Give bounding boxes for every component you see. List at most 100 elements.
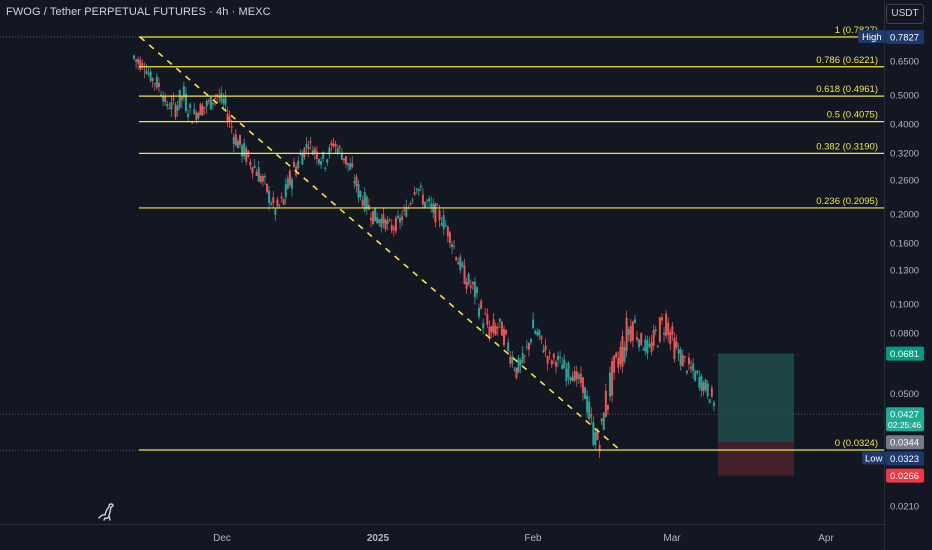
candle-body: [492, 319, 495, 334]
candle-body: [351, 163, 354, 167]
low-price-badge-bg: [886, 451, 924, 466]
candle-body: [334, 144, 337, 147]
candle-body: [665, 313, 668, 336]
entry-price-badge-bg: [886, 435, 924, 450]
candle-body: [505, 329, 508, 335]
candle-body: [681, 354, 684, 367]
candle-body: [293, 161, 296, 168]
time-tick-label: 2025: [367, 533, 390, 544]
fibonacci-retracement[interactable]: 1 (0.7827) 0.786 (0.6221) 0.618 (0.4961) 0.…: [139, 25, 884, 451]
candle-body: [557, 355, 560, 360]
candle-body: [268, 190, 271, 204]
candle-body: [182, 86, 185, 98]
low-price-badge: 0.0323: [890, 454, 919, 465]
candle-body: [216, 94, 219, 96]
candle-body: [430, 203, 433, 207]
candle-body: [174, 104, 177, 118]
trendline[interactable]: [139, 36, 621, 451]
candle-body: [438, 210, 441, 221]
candle-body: [251, 167, 254, 174]
candle-body: [498, 318, 501, 322]
candle-body: [687, 357, 690, 365]
candle-body: [513, 369, 516, 371]
price-tick-label: 0.0500: [890, 389, 919, 400]
candle-body: [376, 216, 379, 224]
candle-body: [669, 332, 672, 344]
high-price-badge: 0.7827: [890, 33, 919, 44]
candle-body: [180, 96, 183, 101]
candle-body: [326, 159, 329, 163]
candle-body: [594, 432, 597, 446]
candle-body: [253, 165, 256, 168]
candle-body: [494, 325, 497, 335]
symbol-title[interactable]: FWOG / Tether PERPETUAL FUTURES · 4h · M…: [6, 6, 271, 18]
candle-body: [278, 204, 281, 206]
candle-body: [446, 226, 449, 237]
candle-body: [488, 326, 491, 340]
candle-body: [571, 376, 574, 382]
candle-body: [249, 161, 252, 166]
candle-body: [436, 204, 439, 206]
candle-body: [328, 147, 331, 155]
candle-body: [290, 179, 293, 189]
candle-body: [467, 273, 470, 285]
candle-body: [573, 371, 576, 381]
candle-body: [143, 69, 146, 71]
stop-price-badge-bg: [886, 468, 924, 483]
candle-body: [401, 216, 404, 220]
tradingview-logo-icon[interactable]: [96, 500, 118, 522]
candle-body: [484, 313, 487, 315]
candle-body: [530, 339, 533, 343]
candle-body: [567, 362, 570, 378]
candle-body: [224, 95, 227, 105]
candle-body: [646, 340, 649, 354]
candle-body: [627, 329, 630, 336]
candle-body: [712, 402, 715, 407]
candle-body: [257, 167, 260, 182]
candle-body: [184, 93, 187, 112]
candle-body: [193, 109, 196, 114]
candle-body: [642, 348, 645, 351]
candle-body: [320, 161, 323, 165]
price-tick-label: 0.5000: [890, 91, 919, 102]
candle-body: [424, 201, 426, 208]
time-axis[interactable]: Dec 2025 Feb Mar Apr: [213, 533, 834, 544]
candle-body: [696, 370, 699, 373]
candle-body: [309, 141, 312, 143]
candle-body: [137, 58, 140, 64]
candle-body: [600, 418, 603, 422]
candle-body: [598, 444, 601, 452]
candle-body: [274, 209, 277, 216]
candle-body: [523, 355, 526, 357]
candle-body: [374, 207, 377, 222]
price-tick-label: 0.1600: [890, 238, 919, 249]
take-profit-zone: [718, 353, 794, 443]
price-axis[interactable]: 0.6500 0.5000 0.4000 0.3200 0.2600 0.2000 0.16…: [890, 57, 919, 513]
candle-body: [153, 83, 156, 85]
candle-body: [338, 146, 341, 148]
candle-body: [347, 163, 350, 166]
currency-button[interactable]: USDT: [886, 4, 924, 24]
candle-body: [353, 181, 356, 184]
candle-body: [592, 422, 595, 446]
candle-body: [307, 147, 310, 149]
candle-body: [228, 115, 231, 122]
candle-body: [698, 377, 701, 388]
time-axis-separator: [0, 524, 884, 525]
candles: [133, 54, 715, 458]
fib-level-label: 0.5 (0.4075): [827, 110, 878, 121]
candle-body: [704, 379, 707, 391]
candle-body: [613, 355, 616, 373]
candle-body: [187, 113, 190, 118]
candle-body: [548, 352, 551, 354]
candle-body: [434, 203, 437, 223]
candle-body: [299, 153, 302, 155]
candle-body: [168, 108, 171, 110]
candle-body: [243, 143, 246, 157]
time-tick-label: Apr: [818, 533, 834, 544]
candle-body: [276, 199, 279, 207]
candle-body: [411, 199, 414, 201]
candle-body: [636, 337, 639, 341]
